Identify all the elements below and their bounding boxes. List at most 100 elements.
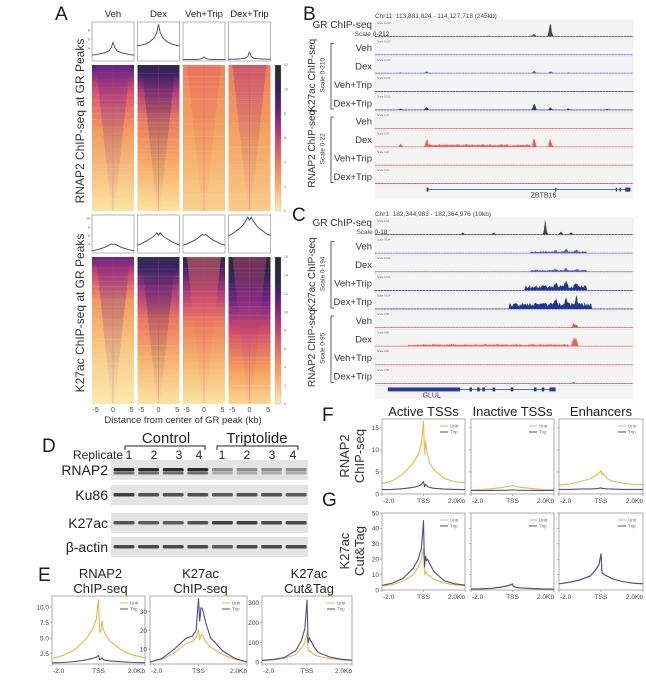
blot-band-lower <box>162 472 184 475</box>
track-background <box>374 366 634 386</box>
ytick-label: 15 <box>372 425 380 432</box>
ytick-label: 10 <box>372 572 380 579</box>
series-line-trip <box>381 481 466 491</box>
profile-ytick-label: 8 <box>88 225 90 229</box>
colorbar-tick-label: 0 <box>284 209 286 213</box>
xtick-label: -2.0 <box>53 668 65 675</box>
track-scale-mark: Scale 0-95 <box>377 313 390 316</box>
group-scale: Scale 0-95 <box>320 332 327 363</box>
track-scale-mark: Scale 0-210 <box>377 40 391 43</box>
blot-band <box>187 493 209 497</box>
xtick-label: -2.0 <box>383 498 395 505</box>
track-scale-mark: Scale 0-212 <box>377 22 391 25</box>
legend-label-untr: Untr <box>337 601 346 606</box>
xtick-label: TSS <box>417 594 430 601</box>
condition-title: Veh <box>105 9 121 20</box>
region-label: Chr1: 182,344,983 - 182,364,976 (19kb) <box>375 211 491 218</box>
replicate-number: 3 <box>269 448 276 462</box>
ytick-label: 20 <box>140 628 148 635</box>
blot-band <box>261 521 283 525</box>
gene-exon <box>482 387 485 392</box>
legend-label-trip: Trip <box>539 430 547 435</box>
xtick-label: -2.0 <box>383 594 395 601</box>
series-line-untr <box>381 547 466 587</box>
replicate-number: 1 <box>219 448 226 462</box>
heatmap-xtick-label: 0 <box>248 407 252 414</box>
ytick-label: 0 <box>375 587 379 594</box>
profile-frame <box>182 214 226 254</box>
blot-band <box>211 468 233 472</box>
legend-label-untr: Untr <box>628 518 637 523</box>
track-label: Veh <box>356 316 372 327</box>
profile-ytick-label: 4 <box>88 243 90 247</box>
track-background <box>374 254 634 275</box>
group-scale: Scale 0-194 <box>320 256 327 291</box>
replicate-number: 1 <box>126 448 133 462</box>
profile-line <box>182 233 226 246</box>
panel-label-f: F <box>322 405 334 426</box>
blot-membrane <box>111 485 308 505</box>
gene-exon <box>615 187 617 192</box>
track-scale-mark: Scale 0-22 <box>377 169 390 172</box>
track-background <box>374 148 634 168</box>
replicate-number: 4 <box>196 448 203 462</box>
track-label: Dex <box>355 334 372 345</box>
blot-band <box>138 468 160 472</box>
colorbar <box>274 64 282 212</box>
blot-band <box>285 468 307 472</box>
colorbar <box>274 256 282 405</box>
replicate-number: 3 <box>176 448 183 462</box>
colorbar-tick-label: 2 <box>284 384 286 388</box>
track-background <box>374 310 634 330</box>
colorbar-tick-label: 8 <box>284 112 286 116</box>
blot-membrane <box>111 513 308 533</box>
xtick-label: 2.0Kb <box>335 668 352 675</box>
gene-exon <box>477 387 480 392</box>
legend-label-trip: Trip <box>539 524 547 529</box>
track-label: Dex+Trip <box>334 98 372 109</box>
profile-ytick-label: 4 <box>88 47 90 51</box>
legend-label-trip: Trip <box>628 524 636 529</box>
track-background <box>374 56 634 76</box>
xtick-label: -2.0 <box>472 498 484 505</box>
heatmap-xtick-label: 5 <box>266 407 270 414</box>
ytick-label: 10.0 <box>36 604 49 611</box>
series-line-trip <box>558 553 644 585</box>
group-scale: Scale 0-22 <box>320 133 327 164</box>
gene-exon <box>541 387 545 392</box>
legend-label-untr: Untr <box>130 601 139 606</box>
colorbar-tick-label: 10 <box>284 88 288 92</box>
blot-band <box>211 493 233 497</box>
colorbar-tick-label: 12 <box>284 63 288 67</box>
heatmap-center-enrichment <box>96 257 130 404</box>
heatmap-center-enrichment <box>187 65 221 211</box>
triptolide-bracket <box>216 445 299 450</box>
track-scale-mark: Scale 0-95 <box>377 332 390 335</box>
track-label: Dex <box>355 135 372 146</box>
track-label: Dex <box>355 62 372 73</box>
control-bracket <box>124 445 206 450</box>
blot-band <box>261 493 283 497</box>
ytick-label: 0 <box>375 491 379 498</box>
blot-band <box>113 493 135 497</box>
colorbar-tick-label: 6 <box>284 136 286 140</box>
heatmap-xtick-label: 0 <box>111 407 115 414</box>
blot-label: RNAP2 <box>61 462 108 478</box>
blot-band-lower <box>285 472 307 475</box>
track-scale-mark: Scale 0-95 <box>377 350 390 353</box>
blot-band <box>211 545 233 549</box>
legend-label-trip: Trip <box>232 607 240 612</box>
profile-line <box>137 24 180 47</box>
group-title: GR ChIP-seq <box>313 218 372 229</box>
colorbar-tick-label: 10 <box>284 310 288 314</box>
profile-frame <box>91 214 135 254</box>
plot-title-line2: ChIP-seq <box>73 581 127 596</box>
ytick-label: 10 <box>140 646 148 653</box>
track-background <box>374 217 634 237</box>
panel-label-c: C <box>292 205 306 226</box>
xtick-label: -2.0 <box>151 668 163 675</box>
gene-exon <box>619 187 621 192</box>
panel-label-b: B <box>303 4 316 25</box>
plot-title: Inactive TSSs <box>473 404 553 419</box>
track-scale-mark: Scale 0-194 <box>377 276 391 279</box>
